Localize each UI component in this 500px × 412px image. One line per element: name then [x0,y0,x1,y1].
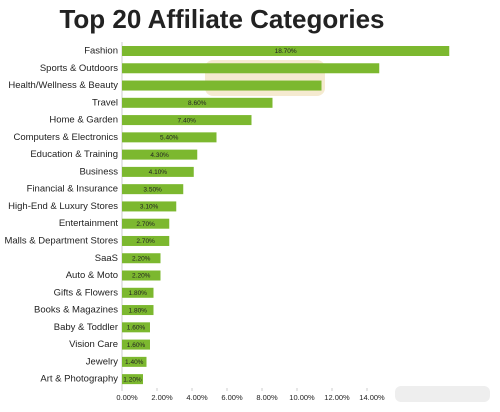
bar [122,218,170,229]
bar [122,235,170,246]
x-tick-label: 12.00% [324,393,350,402]
blur-patch [395,386,490,402]
value-label: 1.80% [129,290,148,297]
bar [122,80,322,91]
x-tick-label: 0.00% [116,393,138,402]
value-label: 1.20% [123,376,142,383]
y-tick-label: Entertainment [59,218,119,229]
bar [122,184,184,195]
bar [122,201,177,212]
y-tick-label: Travel [92,97,118,108]
bar [122,46,450,56]
y-tick-label: Art & Photography [40,374,118,385]
value-label: 18.70% [275,48,297,55]
x-tick-label: 6.00% [221,393,243,402]
value-label: 7.40% [178,117,197,124]
y-tick-label: SaaS [95,253,118,264]
value-label: 1.80% [129,307,148,314]
value-label: 4.10% [149,169,168,176]
value-label: 3.10% [140,204,159,211]
y-tick-label: Baby & Toddler [54,322,118,333]
y-tick-label: Business [79,166,118,177]
bar [122,356,147,367]
bar [122,115,252,126]
y-tick-label: Financial & Insurance [27,184,118,195]
bar [122,339,150,350]
value-label: 8.60% [188,100,207,107]
bar [122,374,143,385]
bar [122,97,273,108]
y-tick-label: Home & Garden [49,115,118,126]
chart-title: Top 20 Affiliate Categories [59,4,384,34]
value-label: 2.70% [136,238,155,245]
y-tick-label: High-End & Luxury Stores [8,201,118,212]
value-label: 2.20% [132,273,151,280]
x-tick-label: 2.00% [151,393,173,402]
y-tick-label: Health/Wellness & Beauty [8,80,118,91]
x-tick-label: 14.00% [359,393,385,402]
x-tick-label: 10.00% [289,393,315,402]
bar [122,253,161,264]
y-tick-label: Education & Training [30,149,118,160]
y-tick-label: Vision Care [69,339,118,350]
bar [122,287,154,298]
x-tick-label: 4.00% [186,393,208,402]
y-tick-label: Computers & Electronics [13,132,118,143]
value-label: 2.20% [132,255,151,262]
bar [122,270,161,281]
x-tick-label: 8.00% [256,393,278,402]
y-tick-label: Jewelry [86,356,118,367]
y-tick-label: Books & Magazines [34,305,118,316]
y-tick-label: Fashion [84,46,118,57]
y-tick-label: Sports & Outdoors [40,63,118,74]
bar [122,305,154,316]
bar [122,149,198,160]
bar [122,63,380,74]
y-tick-label: Auto & Moto [66,270,118,281]
bar [122,322,150,333]
y-tick-label: Gifts & Flowers [54,287,119,298]
value-label: 5.40% [160,135,179,142]
bar [122,166,194,177]
value-label: 1.40% [125,359,144,366]
value-label: 2.70% [136,221,155,228]
value-label: 1.60% [127,325,146,332]
y-tick-label: Malls & Department Stores [4,235,118,246]
value-label: 4.30% [150,152,169,159]
value-label: 1.60% [127,342,146,349]
bar [122,132,217,143]
value-label: 3.50% [143,186,162,193]
